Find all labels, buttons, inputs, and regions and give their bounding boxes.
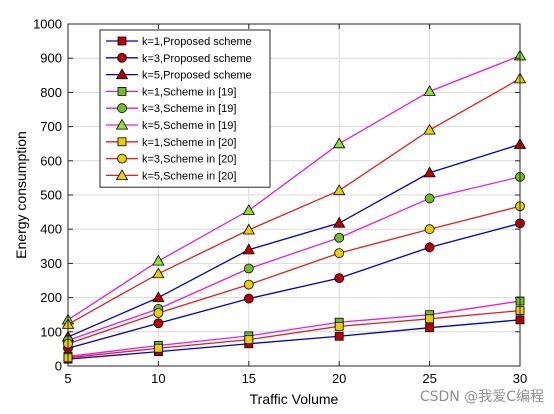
data-point	[153, 318, 164, 329]
series-9	[61, 72, 527, 329]
series-line	[67, 309, 521, 359]
data-point	[242, 204, 255, 215]
series-line	[67, 319, 521, 360]
y-tick-label: 700	[40, 119, 62, 134]
watermark-text: CSDN @我爱C编程	[419, 389, 544, 405]
data-point	[153, 343, 163, 353]
y-tick-label: 400	[40, 222, 62, 237]
series-line	[67, 205, 521, 345]
legend-label: k=5,Scheme in [20]	[142, 170, 236, 182]
y-tick-label: 1000	[33, 17, 62, 32]
y-tick-label: 300	[40, 256, 62, 271]
series-line	[67, 300, 521, 358]
axes: 0 100 200 300 400 500 600 700 800 900 1000 5 10 15 20 2…	[13, 17, 527, 408]
data-point	[152, 267, 165, 279]
x-tick-label: 10	[151, 371, 165, 386]
data-point	[243, 279, 254, 290]
data-point	[243, 293, 254, 304]
y-tick-label: 500	[40, 188, 62, 203]
legend-marker	[115, 68, 129, 80]
data-point	[423, 123, 436, 135]
legend-marker	[115, 169, 129, 180]
data-point	[334, 321, 344, 331]
legend-label: k=3,Scheme in [19]	[142, 103, 236, 115]
series-line	[67, 222, 521, 349]
series-line	[67, 176, 521, 341]
x-tick-label: 20	[332, 371, 346, 386]
series-line	[67, 78, 521, 325]
data-point	[423, 166, 436, 178]
data-point	[244, 335, 254, 345]
y-tick-label: 200	[40, 290, 62, 305]
data-point	[153, 308, 164, 318]
y-axis-label: Energy consumption	[13, 131, 29, 259]
legend-marker	[115, 118, 129, 130]
legend-entry: k=3,Scheme in [20]	[106, 154, 236, 166]
x-tick-label: 25	[422, 371, 436, 386]
data-point	[152, 254, 165, 266]
data-point	[333, 137, 346, 149]
data-point	[425, 323, 435, 333]
data-point	[334, 331, 344, 341]
data-point	[242, 223, 255, 235]
legend-entry: k=3,Scheme in [19]	[106, 103, 236, 115]
legend-label: k=3,Proposed scheme	[142, 53, 252, 65]
x-tick-label: 15	[242, 371, 256, 386]
data-point	[334, 273, 345, 284]
legend-label: k=1,Scheme in [19]	[142, 86, 236, 98]
y-tick-label: 900	[40, 51, 62, 66]
legend-entry: k=1,Scheme in [20]	[106, 137, 236, 149]
data-point	[334, 248, 345, 259]
legend-entry: k=5,Scheme in [19]	[106, 118, 236, 132]
legend-marker	[117, 36, 127, 46]
data-point	[243, 263, 254, 274]
data-point	[424, 242, 435, 253]
legend: k=1,Proposed scheme k=3,Proposed scheme k=…	[99, 29, 271, 188]
legend-label: k=5,Scheme in [19]	[142, 120, 236, 132]
data-point	[333, 216, 346, 228]
series-6	[61, 49, 527, 325]
legend-marker	[117, 52, 127, 63]
legend-entry: k=3,Proposed scheme	[106, 53, 252, 65]
y-tick-label: 0	[55, 359, 62, 374]
legend-label: k=5,Proposed scheme	[142, 70, 252, 82]
legend-entry: k=1,Scheme in [19]	[106, 86, 236, 98]
x-axis-label: Traffic Volume	[250, 391, 339, 407]
data-point	[152, 291, 165, 303]
legend-entry: k=5,Proposed scheme	[106, 68, 252, 82]
y-tick-label: 800	[40, 85, 62, 100]
series-line	[67, 143, 521, 338]
y-tick-label: 600	[40, 153, 62, 168]
legend-marker	[117, 103, 127, 114]
legend-label: k=1,Scheme in [20]	[142, 137, 236, 149]
data-point	[424, 193, 435, 204]
legend-marker	[117, 137, 127, 147]
data-point	[424, 224, 435, 235]
series-line	[67, 55, 521, 321]
legend-marker	[117, 87, 127, 96]
data-point	[425, 314, 435, 324]
data-point	[334, 232, 345, 243]
y-tick-label: 100	[40, 324, 62, 339]
legend-label: k=1,Proposed scheme	[142, 36, 252, 48]
legend-marker	[117, 153, 127, 164]
x-tick-label: 30	[513, 371, 527, 386]
legend-entry: k=1,Proposed scheme	[106, 36, 252, 48]
data-point	[423, 85, 436, 96]
data-point	[242, 243, 255, 255]
data-point	[333, 184, 346, 196]
legend-label: k=3,Scheme in [20]	[142, 154, 236, 166]
x-tick-label: 5	[64, 371, 71, 386]
legend-entry: k=5,Scheme in [20]	[106, 169, 236, 182]
